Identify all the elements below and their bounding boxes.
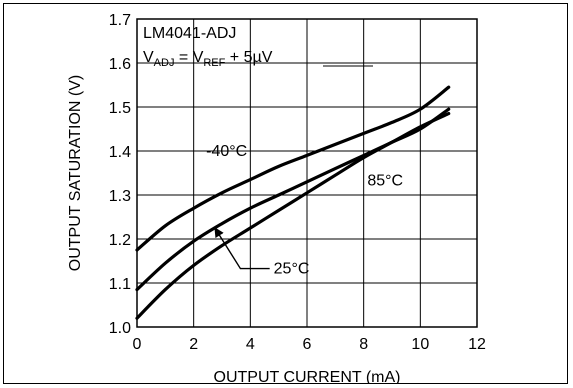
y-tick-label: 1.7 [109, 12, 131, 29]
y-tick-label: 1.1 [109, 276, 131, 293]
y-tick-label: 1.5 [109, 100, 131, 117]
subtitle-sub-adj: ADJ [154, 57, 175, 69]
annotation-85c: 85°C [367, 173, 403, 190]
chart-title: LM4041-ADJ [143, 25, 236, 42]
subtitle-v: V [143, 49, 154, 66]
y-tick-label: 1.0 [109, 320, 131, 337]
series-annotations: -40°C 85°C 25°C [206, 143, 403, 277]
y-tick-label: 1.2 [109, 232, 131, 249]
annotation-25c: 25°C [274, 261, 310, 278]
subtitle-sub-ref: REF [203, 57, 225, 69]
annotation-25c-leader [214, 227, 270, 270]
x-tick-label: 8 [359, 336, 368, 353]
x-tick-label: 12 [468, 336, 486, 353]
series-line-0 [135, 85, 451, 252]
plot-area-border [136, 18, 478, 328]
chart: 0 2 4 6 8 10 12 1.0 1.1 1.2 1.3 1.4 1.5 1.6 1.7 LM4041… [67, 12, 486, 383]
y-tick-label: 1.6 [109, 56, 131, 73]
x-axis-title: OUTPUT CURRENT (mA) [214, 369, 401, 383]
tick-labels: 0 2 4 6 8 10 12 1.0 1.1 1.2 1.3 1.4 1.5 1.6 1.7 [109, 12, 486, 353]
y-tick-label: 1.4 [109, 144, 131, 161]
x-tick-label: 0 [133, 336, 142, 353]
chart-frame: 0 2 4 6 8 10 12 1.0 1.1 1.2 1.3 1.4 1.5 1.6 1.7 LM4041… [3, 3, 568, 384]
x-tick-label: 6 [303, 336, 312, 353]
y-axis-title: OUTPUT SATURATION (V) [67, 75, 84, 271]
subtitle-eq: = V [174, 49, 203, 66]
subtitle-tail: + 5µV [225, 49, 272, 66]
annotation-minus40c: -40°C [206, 143, 247, 160]
chart-subtitle: VADJ = VREF + 5µV [143, 49, 273, 69]
x-tick-label: 10 [411, 336, 429, 353]
x-tick-label: 4 [246, 336, 255, 353]
y-tick-label: 1.3 [109, 188, 131, 205]
series-line-2 [135, 112, 451, 320]
chart-grid [137, 19, 477, 327]
chart-series-group [135, 85, 451, 320]
x-tick-label: 2 [189, 336, 198, 353]
